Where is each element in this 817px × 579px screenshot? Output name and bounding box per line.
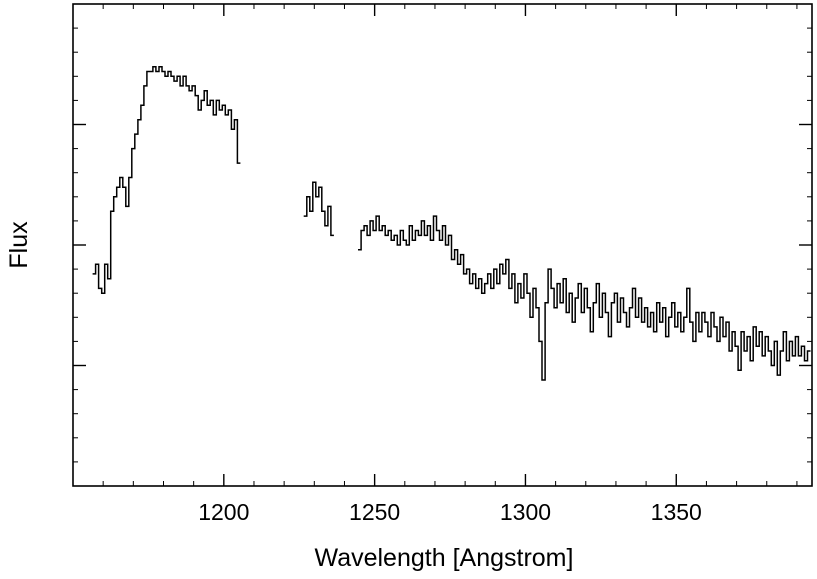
x-tick-label: 1350	[651, 499, 702, 525]
spectrum-segment	[303, 181, 334, 237]
x-tick-label: 1200	[198, 499, 249, 525]
spectrum-line	[92, 65, 811, 381]
y-axis-label: Flux	[5, 221, 33, 269]
x-tick-label: 1300	[500, 499, 551, 525]
x-tick-label: 1250	[349, 499, 400, 525]
x-axis-label: Wavelength [Angstrom]	[315, 544, 574, 572]
spectrum-segment	[92, 65, 241, 294]
plot-frame	[72, 3, 813, 487]
minor-ticks	[73, 4, 812, 486]
spectrum-segment	[358, 215, 811, 381]
major-ticks	[73, 4, 812, 486]
x-tick-labels: 1200 1250 1300 1350	[198, 499, 702, 525]
